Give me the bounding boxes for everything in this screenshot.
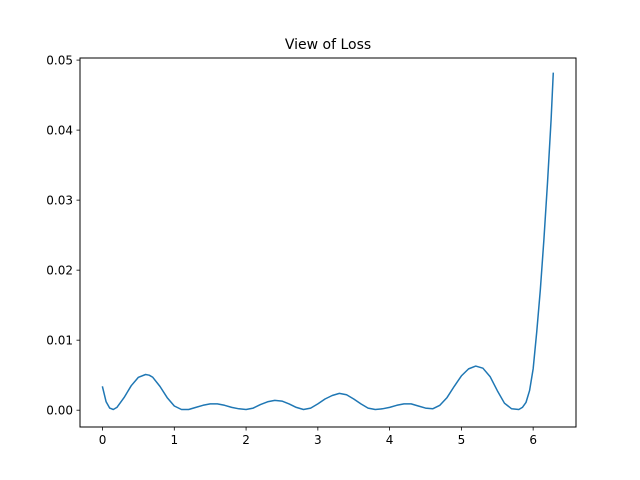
y-tick-label: 0.00 bbox=[46, 404, 73, 418]
x-tick-label: 4 bbox=[386, 433, 394, 447]
y-tick-label: 0.01 bbox=[46, 334, 73, 348]
chart-title: View of Loss bbox=[285, 37, 371, 53]
x-tick-label: 2 bbox=[242, 433, 250, 447]
y-tick-label: 0.04 bbox=[46, 124, 73, 138]
series-line bbox=[101, 72, 555, 411]
plot-area bbox=[101, 72, 555, 411]
x-tick-label: 6 bbox=[529, 433, 537, 447]
x-tick-label: 5 bbox=[458, 433, 466, 447]
x-axis: 0 1 2 3 4 5 6 bbox=[99, 427, 537, 447]
y-tick-label: 0.03 bbox=[46, 194, 73, 208]
y-axis: 0.00 0.01 0.02 0.03 0.04 0.05 bbox=[46, 54, 80, 418]
x-tick-label: 1 bbox=[170, 433, 178, 447]
x-tick-label: 3 bbox=[314, 433, 322, 447]
y-tick-label: 0.02 bbox=[46, 264, 73, 278]
y-tick-label: 0.05 bbox=[46, 54, 73, 68]
x-tick-label: 0 bbox=[99, 433, 107, 447]
axes-frame bbox=[79, 57, 577, 428]
